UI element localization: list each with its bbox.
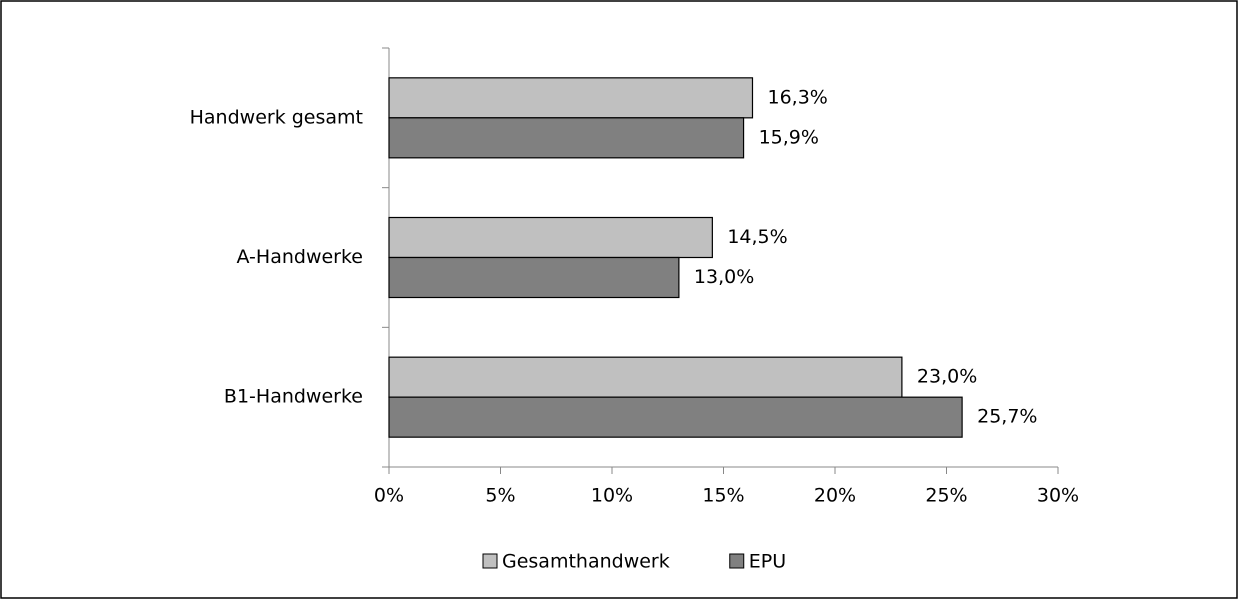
- x-tick-label: 5%: [485, 485, 515, 507]
- legend-swatch: [482, 553, 498, 569]
- value-label: 25,7%: [977, 406, 1037, 428]
- x-tick-label: 20%: [814, 485, 856, 507]
- value-label: 14,5%: [727, 226, 787, 248]
- value-label: 23,0%: [917, 366, 977, 388]
- bar: [388, 77, 754, 119]
- y-tick-label: Handwerk gesamt: [190, 106, 363, 128]
- bar: [388, 356, 903, 398]
- x-tick-label: 25%: [925, 485, 967, 507]
- value-label: 16,3%: [767, 86, 827, 108]
- legend-swatch: [729, 553, 745, 569]
- x-tick-label: 15%: [702, 485, 744, 507]
- bar: [388, 216, 713, 259]
- bar: [388, 396, 963, 438]
- bar: [388, 256, 680, 299]
- bar: [388, 117, 745, 159]
- x-tick-label: 30%: [1037, 485, 1079, 507]
- x-tick-label: 0%: [374, 485, 404, 507]
- legend-label: EPU: [749, 551, 786, 573]
- value-label: 15,9%: [759, 126, 819, 148]
- y-tick-label: A-Handwerke: [236, 246, 363, 268]
- y-tick-label: B1-Handwerke: [224, 386, 363, 408]
- value-label: 13,0%: [694, 266, 754, 288]
- x-tick-label: 10%: [591, 485, 633, 507]
- legend-label: Gesamthandwerk: [502, 551, 670, 573]
